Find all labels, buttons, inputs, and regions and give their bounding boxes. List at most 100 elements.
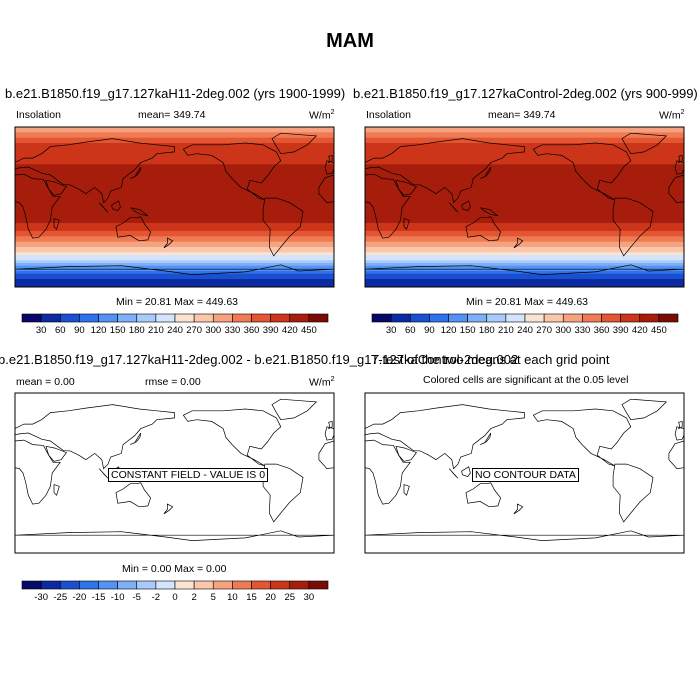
colorbar-tick-label: 90 <box>424 325 435 336</box>
colorbar-tick-label: 30 <box>304 592 315 603</box>
coastline <box>182 142 282 201</box>
insolation-band <box>15 156 334 160</box>
colorbar-box <box>429 313 449 323</box>
insolation-band <box>365 249 684 253</box>
coastline <box>395 179 417 196</box>
insolation-band <box>365 188 684 192</box>
insolation-band <box>15 207 334 211</box>
insolation-band <box>365 185 684 189</box>
insolation-band <box>365 231 684 235</box>
map-frame <box>14 126 335 288</box>
colorbar-tick-label: -5 <box>133 592 141 603</box>
insolation-band <box>365 140 684 144</box>
coastline <box>465 482 501 508</box>
colorbar-box <box>40 580 61 590</box>
colorbar-tick-label: 390 <box>613 325 629 336</box>
colorbar-box <box>232 580 252 590</box>
insolation-band <box>15 265 334 269</box>
insolation-band <box>365 281 684 285</box>
coastline <box>328 420 333 430</box>
insolation-band <box>15 196 334 200</box>
colorbar-tick-label: 360 <box>594 325 610 336</box>
coastline <box>621 132 668 155</box>
colorbar-tick-label: 10 <box>227 592 238 603</box>
colorbar-tick-label: -2 <box>152 592 160 603</box>
colorbar-box <box>251 313 271 323</box>
coastline <box>318 440 335 469</box>
coastline <box>364 530 685 541</box>
insolation-band <box>15 153 334 157</box>
insolation-band <box>15 132 334 136</box>
insolation-band <box>15 247 334 251</box>
colorbar-3: -30 -25 -20 -15 -10 -5 -2 0 2 5 10 15 20 25 30 <box>21 580 329 603</box>
panel-4-no-data-message: NO CONTOUR DATA <box>472 468 579 482</box>
insolation-band <box>365 247 684 251</box>
insolation-band <box>15 175 334 179</box>
insolation-band <box>365 220 684 224</box>
insolation-band <box>365 135 684 139</box>
insolation-band <box>365 255 684 259</box>
insolation-band <box>15 172 334 176</box>
panel-3-constant-message: CONSTANT FIELD - VALUE IS 0 <box>108 468 269 482</box>
colorbar-tick-label: 210 <box>498 325 514 336</box>
panel-2-variable: Insolation <box>366 109 411 121</box>
insolation-band <box>15 231 334 235</box>
colorbar-box <box>98 580 118 590</box>
insolation-band <box>15 223 334 227</box>
coastline <box>53 218 60 230</box>
insolation-band <box>365 183 684 187</box>
colorbars: 30 60 90 120 150 180 210 240 270 300 330 360 390 420 4… <box>21 313 679 603</box>
map-frame <box>14 392 335 554</box>
coastline <box>364 404 525 470</box>
insolation-band <box>365 180 684 184</box>
insolation-band <box>15 151 334 155</box>
figure-title: MAM <box>326 30 374 52</box>
colorbar-tick-label: 180 <box>129 325 145 336</box>
coastline <box>45 179 67 196</box>
coastline <box>461 466 471 478</box>
coastline <box>513 503 524 515</box>
insolation-band <box>15 249 334 253</box>
insolation-band <box>365 127 684 131</box>
insolation-band <box>365 209 684 213</box>
panel-4-subtitle: Colored cells are significant at the 0.0… <box>423 374 629 386</box>
colorbar-tick-label: 330 <box>224 325 240 336</box>
coastline <box>328 154 333 164</box>
colorbar-box <box>79 580 99 590</box>
map-frame <box>364 126 685 288</box>
insolation-band <box>365 239 684 243</box>
insolation-band <box>15 209 334 213</box>
insolation-band <box>365 284 684 288</box>
colorbar-box <box>543 313 564 323</box>
colorbar-tick-label: 150 <box>460 325 476 336</box>
coastline <box>262 463 304 523</box>
insolation-band <box>365 252 684 256</box>
colorbar-box <box>40 313 61 323</box>
colorbar-box <box>620 313 641 323</box>
coastline <box>45 445 67 462</box>
colorbar-tick-label: 240 <box>517 325 533 336</box>
colorbar-box <box>562 313 583 323</box>
coastline <box>612 463 654 523</box>
colorbar-box <box>232 313 252 323</box>
map-panel-4 <box>364 392 685 554</box>
insolation-band <box>15 281 334 285</box>
colorbar-tick-label: 270 <box>536 325 552 336</box>
coastline <box>163 237 174 249</box>
colorbar-box <box>658 313 679 323</box>
insolation-band <box>365 276 684 280</box>
colorbar-box <box>308 313 329 323</box>
coastline <box>111 200 121 212</box>
insolation-band <box>365 175 684 179</box>
insolation-band <box>365 265 684 269</box>
insolation-band <box>15 279 334 283</box>
colorbar-tick-label: -20 <box>73 592 87 603</box>
coastline <box>532 408 632 467</box>
colorbar-box <box>409 313 430 323</box>
insolation-band <box>365 260 684 264</box>
insolation-band <box>15 135 334 139</box>
colorbar-box <box>505 313 526 323</box>
insolation-band <box>365 153 684 157</box>
colorbar-box <box>212 313 233 323</box>
insolation-band <box>15 137 334 141</box>
